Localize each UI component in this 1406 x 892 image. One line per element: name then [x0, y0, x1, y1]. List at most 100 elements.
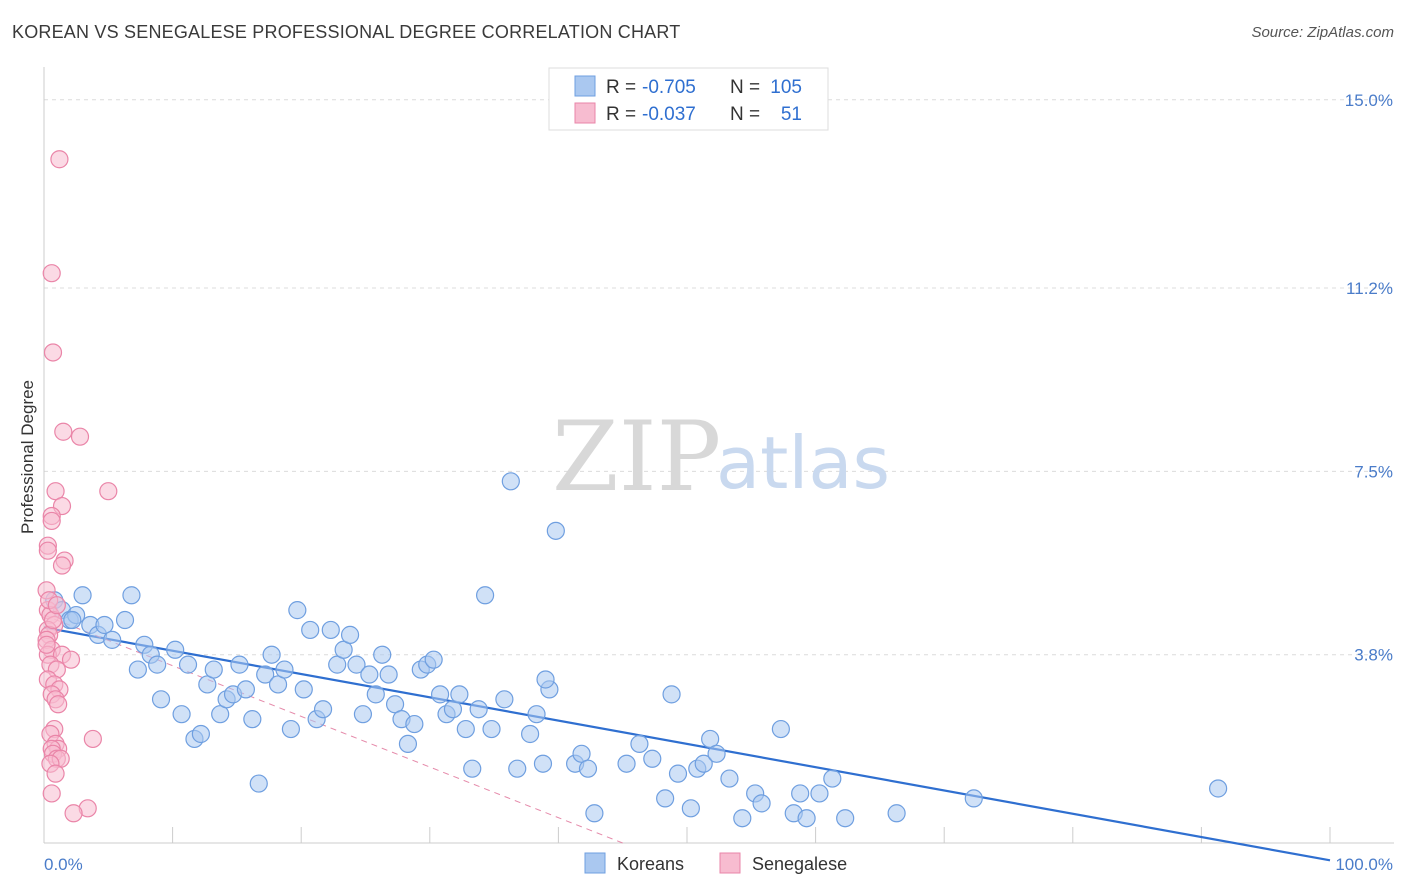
data-point	[281, 719, 301, 739]
legend-n-value: 105	[770, 77, 802, 98]
x-tick-label: 100.0%	[1335, 855, 1393, 874]
data-point	[38, 541, 57, 560]
data-point	[694, 754, 713, 773]
data-point	[463, 759, 482, 778]
data-point	[49, 695, 68, 714]
trend-lines	[43, 614, 1331, 862]
legend: R = -0.705 N = 105 R = -0.037 N = 51	[548, 67, 829, 131]
data-point	[398, 734, 418, 754]
data-point	[810, 784, 829, 803]
data-point	[42, 784, 61, 803]
data-point	[585, 804, 604, 823]
data-point	[191, 724, 210, 744]
y-tick-label: 7.5%	[1354, 462, 1393, 481]
data-point	[50, 150, 69, 169]
data-point	[424, 650, 443, 669]
legend-r-label: R =	[606, 104, 636, 125]
data-point	[128, 660, 147, 679]
data-point	[533, 754, 553, 773]
data-point	[771, 719, 790, 739]
data-point	[54, 422, 73, 441]
grid-lines	[44, 99, 1394, 656]
data-point	[63, 610, 82, 630]
legend-swatch	[574, 102, 596, 124]
y-tick-label: 15.0%	[1345, 91, 1393, 110]
data-point	[791, 784, 810, 803]
y-tick-label: 3.8%	[1354, 646, 1393, 665]
data-point	[501, 472, 520, 491]
data-point	[230, 655, 249, 674]
bottom-legend-label: Senegalese	[752, 854, 847, 874]
data-point	[733, 809, 752, 828]
y-axis-title: Professional Degree	[18, 380, 37, 534]
data-point	[456, 719, 475, 739]
data-point	[166, 640, 185, 659]
data-point	[43, 610, 63, 630]
bottom-legend-swatch	[719, 852, 741, 874]
data-point	[288, 601, 307, 620]
series-senegalese	[37, 150, 118, 823]
data-point	[43, 343, 63, 362]
trend-line-senegalese	[43, 614, 623, 844]
data-point	[353, 705, 373, 724]
data-point	[964, 789, 983, 808]
data-point	[450, 685, 469, 704]
bottom-legend-label: Koreans	[617, 854, 684, 874]
data-point	[508, 759, 527, 778]
data-point	[720, 769, 739, 788]
data-point	[668, 764, 688, 783]
legend-r-value: -0.705	[642, 77, 696, 98]
data-point	[172, 705, 191, 724]
data-point	[373, 645, 392, 664]
data-point	[482, 719, 501, 739]
data-point	[527, 705, 546, 724]
data-point	[204, 660, 223, 679]
legend-n-label: N =	[730, 77, 760, 98]
data-point	[823, 769, 842, 788]
data-point	[52, 556, 72, 575]
data-point	[151, 690, 171, 709]
bottom-legend-swatch	[584, 852, 606, 874]
data-point	[275, 660, 294, 679]
y-tick-label: 11.2%	[1346, 279, 1393, 298]
data-point	[656, 789, 675, 808]
legend-n-label: N =	[730, 104, 760, 125]
data-point	[521, 724, 540, 744]
data-point	[321, 620, 340, 640]
legend-n-value: 51	[781, 104, 802, 125]
data-point	[122, 586, 141, 605]
tick-labels: 3.8% 7.5% 11.2% 15.0% 0.0% 100.0%	[44, 91, 1393, 874]
data-point	[836, 809, 855, 828]
data-point	[73, 586, 92, 605]
data-point	[103, 630, 122, 649]
data-point	[301, 620, 320, 640]
data-point	[536, 670, 555, 689]
data-point	[95, 615, 114, 635]
data-point	[115, 610, 135, 630]
data-point	[262, 645, 281, 664]
data-point	[37, 635, 56, 654]
data-point	[42, 264, 61, 283]
data-point	[797, 809, 816, 828]
data-point	[83, 729, 102, 749]
data-point	[546, 521, 565, 540]
data-point	[340, 625, 360, 644]
data-point	[617, 754, 636, 773]
data-point	[366, 685, 385, 704]
data-point	[347, 655, 366, 674]
series-koreans	[45, 472, 1228, 828]
legend-r-value: -0.037	[642, 104, 696, 125]
data-point	[469, 700, 488, 719]
watermark-atlas: atlas	[716, 421, 890, 505]
data-point	[99, 482, 118, 501]
data-point	[752, 794, 771, 813]
source-label: Source: ZipAtlas.com	[1251, 24, 1394, 41]
data-point	[178, 655, 198, 674]
data-point	[681, 799, 700, 818]
data-point	[64, 804, 83, 823]
data-point	[707, 744, 726, 763]
data-point	[46, 764, 65, 783]
axes	[43, 67, 1394, 844]
data-point	[70, 427, 90, 446]
